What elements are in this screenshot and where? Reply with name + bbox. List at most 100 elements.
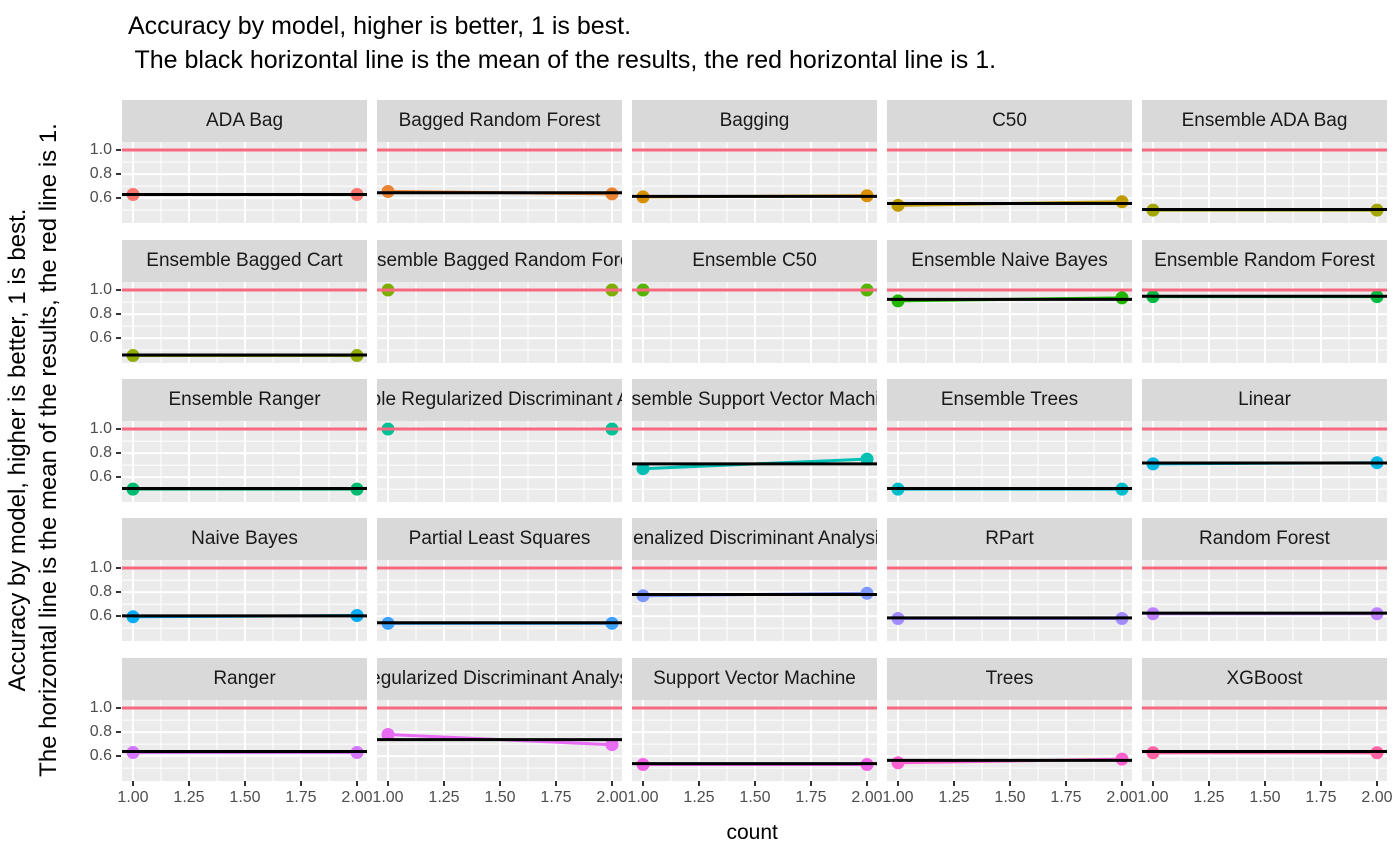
data-point [1115, 291, 1129, 305]
facet-strip: XGBoost [1142, 658, 1387, 700]
y-tick-mark [116, 428, 121, 431]
facet-cell: Support Vector Machine [632, 658, 877, 781]
x-tick-mark [1121, 781, 1123, 786]
facet-cell: RPart [887, 518, 1132, 641]
y-tick-mark [116, 337, 121, 340]
panel-svg [377, 142, 622, 223]
facet-panel [122, 142, 367, 223]
facet-strip-label: Ensemble ADA Bag [1181, 110, 1348, 131]
facet-strip-label: Ensemble Trees [940, 389, 1079, 410]
y-tick-label: 0.6 [89, 189, 112, 207]
facet-panel [887, 560, 1132, 641]
x-tick-label: 1.75 [1305, 789, 1337, 806]
x-tick-label: 1.50 [1249, 789, 1281, 806]
x-tick-mark [1208, 781, 1210, 786]
facet-panel [377, 560, 622, 641]
y-tick-label: 1.0 [89, 699, 112, 717]
x-tick-label: 1.75 [1050, 789, 1082, 806]
facet-strip: Bagging [632, 100, 877, 142]
y-tick-mark [116, 173, 121, 176]
facet-panel [887, 700, 1132, 781]
panel-svg [632, 700, 877, 781]
facet-cell: Bagged Random Forest [377, 100, 622, 223]
facet-strip-label: Partial Least Squares [408, 528, 591, 549]
facet-cell: Ensemble C50 [632, 240, 877, 363]
data-point [636, 462, 650, 476]
panel-svg [122, 142, 367, 223]
panel-svg [632, 421, 877, 502]
facet-strip: Ensemble Random Forest [1142, 240, 1387, 282]
x-tick-label: 1.50 [229, 789, 261, 806]
facet-strip-label: Ranger [213, 668, 276, 689]
facet-strip: Naive Bayes [122, 518, 367, 560]
facet-strip: Linear [1142, 379, 1387, 421]
facet-strip-label: XGBoost [1226, 668, 1303, 689]
x-tick-label: 2.00 [1361, 789, 1393, 806]
facet-panel [122, 282, 367, 363]
facet-panel [1142, 700, 1387, 781]
y-tick-label: 0.8 [89, 305, 112, 323]
x-tick-label: 1.00 [117, 789, 149, 806]
y-tick-label: 0.6 [89, 747, 112, 765]
y-tick-mark [116, 755, 121, 758]
x-tick-label: 1.75 [795, 789, 827, 806]
x-tick-mark [132, 781, 134, 786]
x-tick-mark [356, 781, 358, 786]
x-tick-label: 1.25 [428, 789, 460, 806]
facet-strip: Ensemble Naive Bayes [887, 240, 1132, 282]
panel-svg [887, 421, 1132, 502]
y-tick-label: 1.0 [89, 281, 112, 299]
y-tick-mark [116, 615, 121, 618]
plot-subtitle: The black horizontal line is the mean of… [128, 46, 997, 74]
y-tick-mark [116, 731, 121, 734]
facet-strip-label: C50 [992, 110, 1027, 131]
facet-strip-label: Ensemble Naive Bayes [911, 250, 1108, 271]
facet-panel [1142, 282, 1387, 363]
x-tick-label: 1.00 [372, 789, 404, 806]
facet-panel [122, 700, 367, 781]
y-tick-mark [116, 476, 121, 479]
y-tick-mark [116, 149, 121, 152]
data-point [860, 452, 874, 466]
facet-panel [887, 421, 1132, 502]
facet-panel [1142, 560, 1387, 641]
facet-cell: Ensemble Ranger [122, 379, 367, 502]
facet-strip-label: Penalized Discriminant Analysis [632, 528, 877, 549]
x-tick-label: 2.00 [341, 789, 373, 806]
facet-cell: Naive Bayes [122, 518, 367, 641]
panel-svg [377, 560, 622, 641]
x-tick-label: 1.25 [938, 789, 970, 806]
y-tick-mark [116, 591, 121, 594]
x-tick-label: 1.25 [683, 789, 715, 806]
panel-svg [887, 282, 1132, 363]
facet-cell: Penalized Discriminant Analysis [632, 518, 877, 641]
x-tick-label: 1.00 [627, 789, 659, 806]
panel-svg [887, 142, 1132, 223]
data-point [891, 756, 905, 770]
facet-strip: Ensemble ADA Bag [1142, 100, 1387, 142]
facet-cell: C50 [887, 100, 1132, 223]
facet-strip-label: Ensemble C50 [692, 250, 817, 271]
facet-cell: Partial Least Squares [377, 518, 622, 641]
facet-panel [632, 282, 877, 363]
plot-title: Accuracy by model, higher is better, 1 i… [128, 12, 632, 40]
panel-svg [1142, 421, 1387, 502]
facet-strip-label: Bagging [719, 110, 790, 131]
x-tick-mark [1320, 781, 1322, 786]
panel-svg [632, 142, 877, 223]
facet-panel [632, 700, 877, 781]
panel-svg [122, 282, 367, 363]
facet-strip: Ensemble Ranger [122, 379, 367, 421]
y-tick-label: 1.0 [89, 141, 112, 159]
y-tick-label: 0.8 [89, 723, 112, 741]
facet-strip-label: Ensemble Bagged Random Forest [377, 250, 622, 271]
y-tick-label: 0.8 [89, 583, 112, 601]
x-tick-mark [642, 781, 644, 786]
facet-strip: RPart [887, 518, 1132, 560]
facet-cell: Ensemble Support Vector Machine [632, 379, 877, 502]
facet-strip: Ranger [122, 658, 367, 700]
x-tick-label: 1.25 [1193, 789, 1225, 806]
facet-strip-label: Trees [985, 668, 1034, 689]
facet-strip: Penalized Discriminant Analysis [632, 518, 877, 560]
facet-cell: Ensemble Bagged Random Forest [377, 240, 622, 363]
